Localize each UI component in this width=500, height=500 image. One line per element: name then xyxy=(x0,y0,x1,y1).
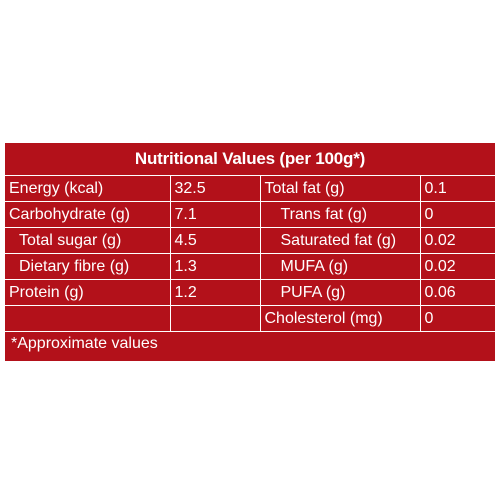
table-row: Dietary fibre (g) 1.3 MUFA (g) 0.02 xyxy=(5,253,495,280)
nutrient-value: 7.1 xyxy=(169,201,261,228)
nutrient-label: Energy (kcal) xyxy=(5,175,171,202)
nutrient-value: 0 xyxy=(419,305,495,332)
table-row: Energy (kcal) 32.5 Total fat (g) 0.1 xyxy=(5,175,495,202)
nutrient-value: 0.06 xyxy=(419,279,495,306)
nutrient-label xyxy=(5,305,171,332)
table-title: Nutritional Values (per 100g*) xyxy=(134,149,366,168)
nutrient-label: Protein (g) xyxy=(5,279,171,306)
nutrient-label: Cholesterol (mg) xyxy=(259,305,421,332)
nutrient-value: 0.02 xyxy=(419,227,495,254)
nutrient-value xyxy=(169,305,261,332)
nutrient-label: Saturated fat (g) xyxy=(259,227,421,254)
table-row: Carbohydrate (g) 7.1 Trans fat (g) 0 xyxy=(5,201,495,228)
table-row: Cholesterol (mg) 0 xyxy=(5,305,495,332)
nutrient-label: PUFA (g) xyxy=(259,279,421,306)
nutrient-label: Carbohydrate (g) xyxy=(5,201,171,228)
nutrition-panel: Nutritional Values (per 100g*) Energy (k… xyxy=(5,143,495,361)
nutrition-table: Energy (kcal) 32.5 Total fat (g) 0.1 Car… xyxy=(5,175,495,332)
footnote: *Approximate values xyxy=(11,335,158,352)
table-row: Total sugar (g) 4.5 Saturated fat (g) 0.… xyxy=(5,227,495,254)
nutrient-value: 0.02 xyxy=(419,253,495,280)
nutrient-value: 0 xyxy=(419,201,495,228)
nutrient-value: 4.5 xyxy=(169,227,261,254)
nutrient-label: Trans fat (g) xyxy=(259,201,421,228)
nutrient-value: 1.3 xyxy=(169,253,261,280)
nutrient-label: Total fat (g) xyxy=(259,175,421,202)
nutrient-label: MUFA (g) xyxy=(259,253,421,280)
nutrient-label: Total sugar (g) xyxy=(5,227,171,254)
table-row: Protein (g) 1.2 PUFA (g) 0.06 xyxy=(5,279,495,306)
nutrient-label: Dietary fibre (g) xyxy=(5,253,171,280)
nutrient-value: 1.2 xyxy=(169,279,261,306)
nutrient-value: 0.1 xyxy=(419,175,495,202)
nutrient-value: 32.5 xyxy=(169,175,261,202)
